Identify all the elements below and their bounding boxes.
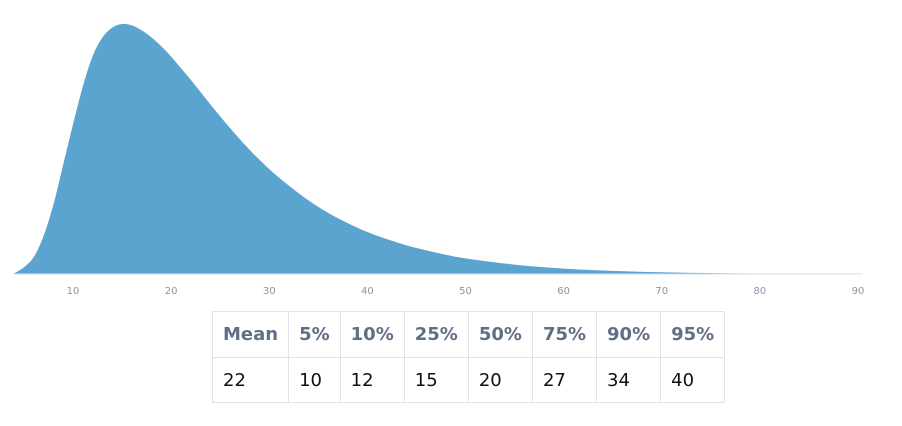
- value-p5: 10: [288, 357, 341, 403]
- value-p95: 40: [660, 357, 726, 403]
- header-p25: 25%: [403, 311, 469, 358]
- percentile-table: Mean 5% 10% 25% 50% 75% 90% 95% 22 10 12…: [211, 311, 726, 403]
- value-p75: 27: [531, 357, 598, 403]
- value-p50: 20: [467, 357, 533, 403]
- x-tick-label: 50: [459, 286, 472, 297]
- value-p90: 34: [596, 357, 662, 403]
- x-tick-label: 20: [165, 286, 178, 297]
- density-area: [14, 23, 862, 274]
- header-p10: 10%: [339, 311, 405, 358]
- value-p10: 12: [339, 357, 405, 403]
- header-mean: Mean: [211, 311, 290, 358]
- table-row: 22 10 12 15 20 27 34 40: [211, 357, 726, 403]
- value-mean: 22: [211, 357, 290, 403]
- x-tick-label: 40: [361, 286, 374, 297]
- table-header-row: Mean 5% 10% 25% 50% 75% 90% 95%: [211, 311, 726, 358]
- x-tick-label: 80: [754, 286, 767, 297]
- value-p25: 15: [403, 357, 469, 403]
- x-tick-label: 30: [263, 286, 276, 297]
- header-p75: 75%: [531, 311, 598, 358]
- header-p95: 95%: [660, 311, 726, 358]
- header-p5: 5%: [288, 311, 341, 358]
- header-p90: 90%: [596, 311, 662, 358]
- x-tick-label: 90: [852, 286, 865, 297]
- x-tick-label: 60: [557, 286, 570, 297]
- distribution-chart: 10 20 30 40 50 60 70 80 90: [14, 23, 865, 297]
- x-tick-label: 70: [655, 286, 668, 297]
- header-p50: 50%: [467, 311, 533, 358]
- x-tick-label: 10: [67, 286, 80, 297]
- x-axis-ticks: 10 20 30 40 50 60 70 80 90: [67, 286, 865, 297]
